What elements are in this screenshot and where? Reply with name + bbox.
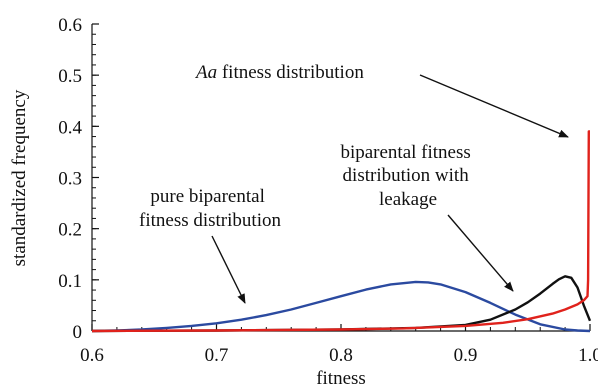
y-tick-label: 0.4 xyxy=(58,117,82,138)
annotation-aa-rest: fitness distribution xyxy=(217,62,364,83)
annotation-leakage-line-3: leakage xyxy=(379,189,437,210)
annotation-aa-arrow xyxy=(419,74,569,138)
annotation-leakage-line-1: biparental fitness xyxy=(340,142,470,163)
x-tick-label: 1.0 xyxy=(578,345,598,366)
y-tick-label: 0.2 xyxy=(58,220,82,241)
annotation-leakage: biparental fitness distribution with lea… xyxy=(340,142,475,210)
x-tick-label: 0.6 xyxy=(80,345,104,366)
y-axis-label: standardized frequency xyxy=(9,89,30,266)
annotation-leakage-arrow xyxy=(447,214,514,292)
y-tick-label: 0.5 xyxy=(58,66,82,87)
x-tick-label: 0.7 xyxy=(205,345,229,366)
annotation-pure-line-1: pure biparental xyxy=(150,186,264,207)
annotation-pure: pure biparental fitness distribution xyxy=(139,186,281,231)
x-tick-label: 0.9 xyxy=(454,345,478,366)
annotation-aa-fitness: Aa fitness distribution xyxy=(194,62,364,83)
annotation-pure-line-2: fitness distribution xyxy=(139,210,281,231)
y-tick-label: 0 xyxy=(73,322,83,343)
y-tick-label: 0.6 xyxy=(58,15,82,36)
series-line-red xyxy=(91,130,590,333)
annotation-leakage-line-2: distribution with xyxy=(343,165,470,186)
y-tick-label: 0.3 xyxy=(58,169,82,190)
annotation-pure-arrow xyxy=(211,235,246,304)
series-line-black xyxy=(91,275,592,333)
annotation-aa-italic: Aa xyxy=(194,62,217,83)
annotations: Aa fitness distribution biparental fitne… xyxy=(139,62,569,304)
y-ticks: 0 0.1 0.2 0.3 0.4 0.5 0.6 xyxy=(58,15,99,343)
series-line-blue xyxy=(91,280,591,333)
y-tick-label: 0.1 xyxy=(58,271,82,292)
x-axis-label: fitness xyxy=(316,368,366,389)
series-layer xyxy=(91,130,592,333)
x-tick-label: 0.8 xyxy=(329,345,353,366)
